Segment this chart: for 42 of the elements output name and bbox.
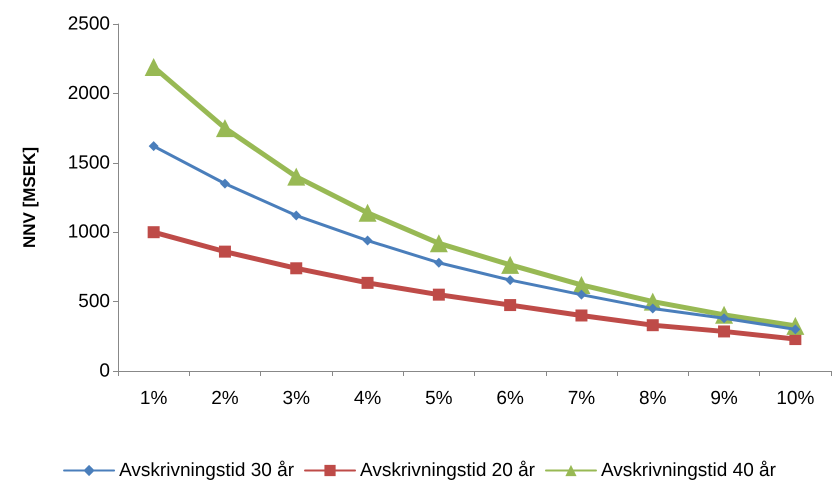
x-tick-label: 1% bbox=[140, 388, 168, 409]
x-tick-label: 5% bbox=[425, 388, 453, 409]
y-tick-label: 2000 bbox=[68, 82, 110, 104]
point bbox=[362, 276, 374, 289]
y-tick-label: 1000 bbox=[68, 222, 110, 243]
y-axis-title: NNV [MSEK] bbox=[20, 146, 39, 248]
x-tick-label: 9% bbox=[710, 388, 738, 409]
y-tick-label: 500 bbox=[78, 291, 110, 312]
point bbox=[432, 288, 445, 301]
y-tick-label: 2500 bbox=[68, 14, 110, 34]
legend-label: Avskrivningstid 20 år bbox=[360, 460, 536, 481]
point bbox=[430, 234, 448, 252]
x-tick-label: 7% bbox=[568, 388, 596, 409]
x-tick-label: 2% bbox=[211, 388, 239, 409]
point bbox=[648, 304, 658, 314]
x-tick-label: 10% bbox=[776, 388, 814, 409]
point bbox=[362, 236, 373, 246]
x-tick-label: 3% bbox=[282, 388, 310, 409]
x-tick-label: 8% bbox=[639, 388, 667, 409]
point bbox=[501, 256, 520, 274]
y-tick-label: 1500 bbox=[68, 152, 110, 174]
point bbox=[505, 275, 516, 286]
point bbox=[290, 262, 302, 274]
point bbox=[576, 290, 586, 300]
point bbox=[291, 210, 302, 221]
point bbox=[218, 246, 231, 258]
point bbox=[358, 204, 377, 222]
point bbox=[718, 325, 730, 338]
x-tick-label: 4% bbox=[354, 388, 382, 409]
point bbox=[575, 309, 588, 322]
x-tick-label: 6% bbox=[496, 388, 524, 409]
legend-label: Avskrivningstid 30 år bbox=[119, 460, 295, 481]
legend-label: Avskrivningstid 40 år bbox=[600, 460, 777, 481]
point bbox=[504, 299, 516, 312]
point bbox=[216, 119, 234, 138]
point bbox=[434, 258, 444, 268]
point bbox=[287, 168, 306, 186]
point bbox=[148, 141, 159, 152]
y-tick-label: 0 bbox=[99, 360, 110, 382]
point bbox=[220, 178, 230, 189]
point bbox=[148, 226, 160, 238]
point bbox=[646, 319, 659, 332]
